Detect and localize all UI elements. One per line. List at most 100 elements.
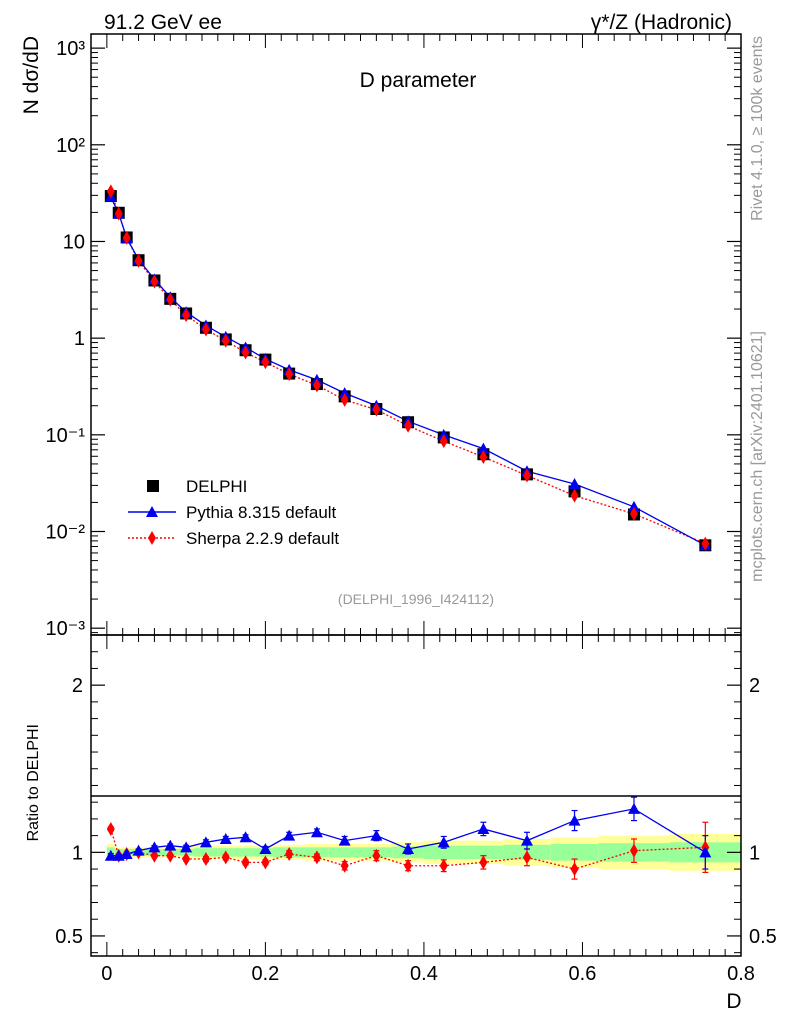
mcplots-label: mcplots.cern.ch [arXiv:2401.10621] (749, 331, 766, 582)
ratio-pythia-point (310, 826, 323, 838)
green-band-bin (550, 843, 599, 861)
y-tick-label: 10³ (56, 38, 85, 60)
ratio-sherpa-point (439, 858, 448, 873)
ratio-y-tick-label-left: 1 (72, 842, 83, 864)
sherpa-point (439, 434, 448, 449)
ratio-y-tick-label-right: 2 (749, 675, 760, 697)
ratio-sherpa-point (221, 850, 230, 865)
main-series (104, 184, 712, 552)
ratio-pythia-point (402, 843, 415, 854)
pythia-point (568, 477, 581, 489)
sherpa-point (182, 308, 191, 323)
ratio-axes: 0.5 0.5 1 1 2 2 0 0.2 0.4 0.6 0.8 (55, 635, 777, 985)
ratio-pythia-line (110, 808, 706, 857)
ratio-pythia-point (437, 836, 450, 848)
ratio-sherpa-line (110, 828, 706, 870)
ratio-y-tick-label-right: 1 (749, 842, 760, 864)
ratio-sherpa-point (372, 848, 381, 863)
ratio-pythia-point (259, 843, 272, 854)
ratio-pythia-point (239, 831, 252, 843)
main-panel: 10⁻³ 10⁻² 10⁻¹ 1 10 10² 10³ (46, 33, 742, 640)
sherpa-point (340, 392, 349, 407)
y-tick-label: 1 (74, 328, 85, 350)
ratio-pythia-point (370, 829, 383, 841)
ratio-sherpa-point (201, 852, 210, 867)
x-tick-label: 0 (101, 963, 112, 985)
sherpa-point (570, 488, 579, 503)
sherpa-point (201, 322, 210, 337)
main-axes: 10⁻³ 10⁻² 10⁻¹ 1 10 10² 10³ (46, 34, 741, 640)
ratio-y-tick-label-left: 0.5 (55, 926, 83, 948)
ratio-pythia-point (199, 836, 212, 848)
ratio-pythia-point (104, 849, 117, 861)
y-tick-label: 10⁻² (46, 522, 86, 544)
ratio-sherpa-point (629, 843, 638, 858)
green-band-bin (423, 845, 464, 860)
ratio-sherpa-point (285, 847, 294, 862)
sherpa-point (479, 449, 488, 464)
y-tick-label: 10² (56, 135, 85, 157)
header-left-label: 91.2 GeV ee (104, 11, 222, 34)
ratio-pythia-point (338, 834, 351, 846)
ratio-ylabel: Ratio to DELPHI (25, 724, 42, 841)
sherpa-point (221, 333, 230, 348)
chart-title: D parameter (360, 69, 477, 92)
ratio-sherpa-point (340, 858, 349, 873)
ratio-pythia-point (219, 832, 232, 844)
legend-label-sherpa: Sherpa 2.2.9 default (186, 529, 339, 548)
ratio-pythia-point (132, 844, 145, 856)
sherpa-point (261, 355, 270, 370)
green-band-bin (463, 845, 504, 860)
legend-label-delphi: DELPHI (186, 477, 247, 496)
ratio-sherpa-point (570, 862, 579, 877)
ratio-pythia-point (477, 822, 490, 834)
legend: DELPHI Pythia 8.315 default Sherpa 2.2.9… (128, 477, 339, 548)
x-tick-label: 0.8 (727, 963, 755, 985)
header-right-label: γ*/Z (Hadronic) (591, 11, 732, 34)
ratio-sherpa-point (106, 821, 115, 836)
sherpa-point (166, 292, 175, 307)
legend-marker-pythia (146, 506, 158, 517)
green-band-bin (328, 847, 361, 858)
sherpa-point (150, 274, 159, 289)
rivet-label: Rivet 4.1.0, ≥ 100k events (749, 36, 766, 221)
legend-label-pythia: Pythia 8.315 default (186, 503, 337, 522)
y-tick-label: 10⁻¹ (46, 425, 86, 447)
ratio-pythia-point (699, 846, 712, 858)
sherpa-point (312, 378, 321, 393)
sherpa-point (241, 345, 250, 360)
ratio-sherpa-point (522, 850, 531, 865)
ratio-sherpa-point (261, 855, 270, 870)
green-band-bin (233, 848, 258, 857)
x-tick-label: 0.4 (410, 963, 438, 985)
x-tick-label: 0.6 (569, 963, 597, 985)
ratio-panel: 0.5 0.5 1 1 2 2 0 0.2 0.4 0.6 0.8 (55, 634, 777, 985)
sherpa-point (134, 253, 143, 268)
sherpa-point (114, 206, 123, 221)
ratio-sherpa-point (241, 855, 250, 870)
ratio-pythia-point (120, 848, 133, 860)
y-tick-label: 10 (63, 231, 85, 253)
analysis-tag: (DELPHI_1996_I424112) (338, 591, 494, 607)
main-ylabel: N dσ/dD (20, 36, 43, 114)
pythia-point (627, 500, 640, 512)
sherpa-point (122, 230, 131, 245)
sherpa-point (629, 506, 638, 521)
x-axis-label: D (726, 990, 741, 1013)
legend-marker-delphi (147, 480, 159, 492)
ratio-frame (90, 634, 742, 957)
sherpa-point (522, 468, 531, 483)
pythia-point (338, 387, 351, 399)
ratio-sherpa-point (166, 848, 175, 863)
ratio-sherpa-point (404, 858, 413, 873)
x-tick-label: 0.2 (251, 963, 279, 985)
ratio-pythia-point (568, 814, 581, 826)
ratio-pythia-point (520, 834, 533, 846)
ratio-series (104, 796, 712, 880)
sherpa-point (106, 184, 115, 199)
legend-marker-sherpa (148, 531, 156, 545)
ratio-pythia-point (180, 841, 193, 853)
sherpa-point (285, 367, 294, 382)
sherpa-point (372, 402, 381, 417)
